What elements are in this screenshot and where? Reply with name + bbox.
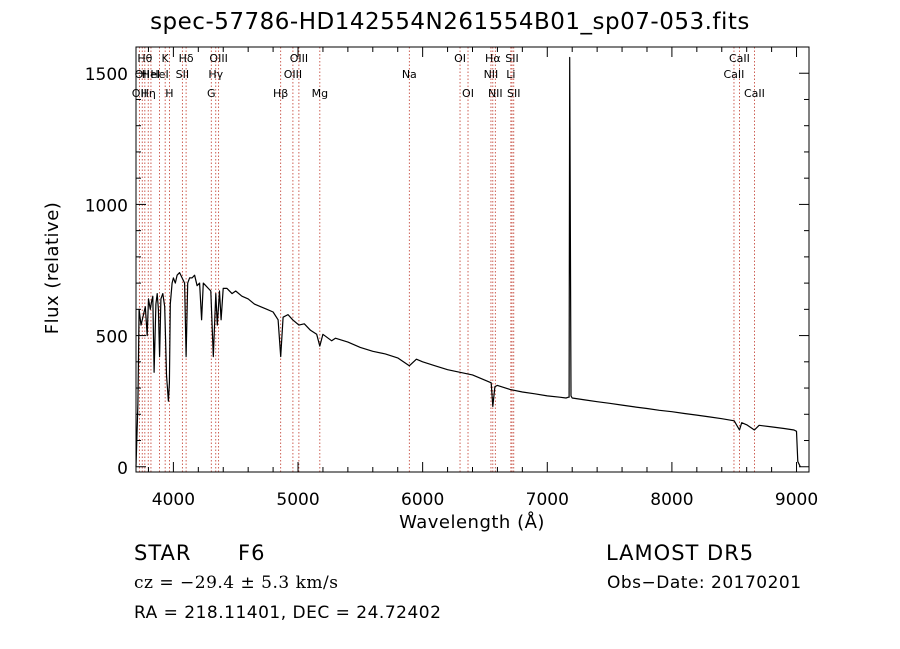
line-label-12: OIII <box>209 52 227 65</box>
line-label-25: SII <box>507 87 520 100</box>
line-label-27: CaII <box>729 52 750 65</box>
series-layer <box>135 56 801 468</box>
line-label-14: OIII <box>284 68 302 81</box>
line-label-13: Hβ <box>273 87 288 100</box>
y-axis-ticks: 0 500 1000 1500 <box>85 65 809 479</box>
chart-title: spec-57786-HD142554N261554B01_sp07-053.f… <box>150 9 750 35</box>
spectral-line-markers <box>138 47 755 472</box>
y-tick-label-1: 500 <box>96 328 128 348</box>
x-tick-label-4: 8000 <box>650 490 693 510</box>
line-label-15: OIII <box>290 52 308 65</box>
line-label-4: HeI <box>142 68 160 81</box>
spectral-line-labels: OIIOIIHθHηHeIHeIKHSIIHδGHγOIIIHβOIIIOIII… <box>132 52 765 100</box>
line-label-21: Hα <box>485 52 501 65</box>
x-tick-label-1: 5000 <box>276 490 319 510</box>
series-line-0 <box>135 56 801 468</box>
obs-date: Obs−Date: 20170201 <box>607 573 802 593</box>
y-tick-label-3: 1500 <box>85 65 128 85</box>
line-label-22: NII <box>488 87 503 100</box>
velocity-readout: cz = −29.4 ± 5.3 km/s <box>134 573 339 593</box>
x-tick-label-5: 9000 <box>775 490 818 510</box>
line-label-6: K <box>162 52 170 65</box>
line-label-3: Hη <box>141 87 156 100</box>
line-label-28: CaII <box>744 87 765 100</box>
line-label-1: OII <box>135 68 150 81</box>
y-tick-label-0: 0 <box>117 459 128 479</box>
line-label-11: Hγ <box>208 68 223 81</box>
line-label-9: Hδ <box>179 52 194 65</box>
x-tick-label-3: 7000 <box>526 490 569 510</box>
x-axis-label: Wavelength (Å) <box>399 511 545 533</box>
x-axis-ticks: 4000 5000 6000 7000 8000 9000 <box>147 47 818 510</box>
line-label-5: HeI <box>150 68 168 81</box>
y-axis-label: Flux (relative) <box>42 202 63 335</box>
coordinates: RA = 218.11401, DEC = 24.72402 <box>134 603 442 623</box>
x-tick-label-0: 4000 <box>152 490 195 510</box>
line-label-17: Na <box>402 68 417 81</box>
survey-name: LAMOST DR5 <box>606 541 755 565</box>
line-label-18: OI <box>454 52 466 65</box>
line-label-8: SII <box>176 68 189 81</box>
object-class: STAR <box>134 541 192 565</box>
line-label-24: SII <box>505 52 518 65</box>
line-label-19: OI <box>462 87 474 100</box>
line-label-7: H <box>165 87 173 100</box>
line-label-23: Li <box>506 68 515 81</box>
line-label-2: Hθ <box>137 52 152 65</box>
line-label-10: G <box>207 87 216 100</box>
plot-frame <box>135 46 810 473</box>
line-label-16: Mg <box>312 87 328 100</box>
y-tick-label-2: 1000 <box>85 196 128 216</box>
line-label-20: NII <box>484 68 499 81</box>
line-label-26: CaII <box>724 68 745 81</box>
object-subclass: F6 <box>238 541 266 565</box>
x-tick-label-2: 6000 <box>401 490 444 510</box>
